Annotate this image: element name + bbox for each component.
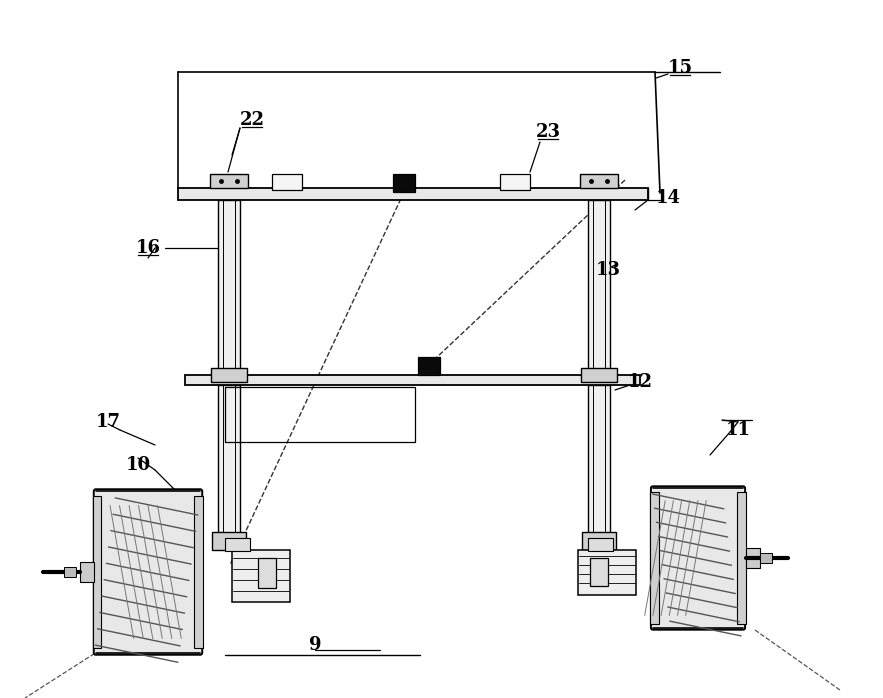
Text: 16: 16 xyxy=(135,239,161,257)
Text: 22: 22 xyxy=(239,111,265,129)
Bar xyxy=(185,375,640,385)
Bar xyxy=(232,550,290,602)
Bar xyxy=(651,492,659,623)
Bar xyxy=(580,174,618,188)
FancyBboxPatch shape xyxy=(94,489,202,655)
Bar xyxy=(93,496,101,648)
Bar xyxy=(578,550,636,595)
Bar xyxy=(225,538,250,551)
Bar xyxy=(258,558,276,588)
Bar xyxy=(64,567,77,577)
Bar xyxy=(590,558,608,586)
Bar xyxy=(210,174,248,188)
Bar xyxy=(588,200,610,375)
Bar xyxy=(272,174,302,190)
Bar xyxy=(178,188,648,200)
Bar xyxy=(760,553,773,563)
Bar xyxy=(218,385,240,540)
Bar xyxy=(581,368,617,382)
Bar xyxy=(218,200,240,375)
Bar xyxy=(79,562,94,582)
Text: 13: 13 xyxy=(595,261,621,279)
Text: 14: 14 xyxy=(655,189,681,207)
Bar xyxy=(737,492,745,623)
Bar xyxy=(418,357,440,375)
Bar xyxy=(588,538,613,551)
Text: 11: 11 xyxy=(726,421,751,439)
Bar xyxy=(211,368,247,382)
Bar xyxy=(500,174,530,190)
Bar xyxy=(588,385,610,540)
Text: 12: 12 xyxy=(628,373,653,391)
Text: 23: 23 xyxy=(535,123,561,141)
Text: 10: 10 xyxy=(125,456,151,474)
Text: 9: 9 xyxy=(309,636,321,654)
Bar xyxy=(393,174,415,192)
Bar xyxy=(582,532,616,550)
Bar xyxy=(212,532,246,550)
Text: 17: 17 xyxy=(95,413,120,431)
Text: 15: 15 xyxy=(668,59,692,77)
Bar xyxy=(745,548,759,568)
Bar xyxy=(225,387,415,442)
Bar xyxy=(193,496,203,648)
FancyBboxPatch shape xyxy=(651,487,745,630)
